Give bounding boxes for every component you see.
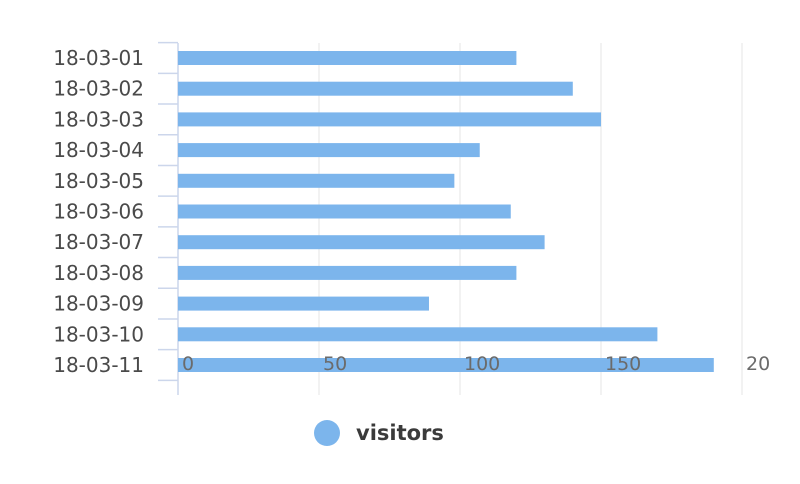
legend[interactable]: visitors [314, 420, 444, 446]
bar-18-03-11 [178, 358, 714, 372]
bar-18-03-08 [178, 265, 517, 280]
bar-18-03-05 [178, 173, 455, 188]
category-label: 18-03-06 [53, 200, 144, 224]
value-tick-label: 20 [746, 353, 770, 375]
category-label: 18-03-02 [53, 77, 144, 101]
legend-marker-visitors [314, 420, 340, 446]
category-label: 18-03-11 [53, 353, 144, 377]
legend-label-visitors: visitors [356, 421, 444, 445]
bar-18-03-10 [178, 327, 658, 342]
category-label: 18-03-05 [53, 169, 144, 193]
bar-18-03-03 [178, 112, 601, 127]
category-label: 18-03-07 [53, 230, 144, 254]
bar-18-03-04 [178, 143, 480, 158]
bar-18-03-01 [178, 51, 517, 65]
category-label: 18-03-09 [53, 292, 144, 316]
category-label: 18-03-01 [53, 46, 144, 70]
category-label: 18-03-08 [53, 261, 144, 285]
bar-18-03-09 [178, 296, 429, 311]
value-tick-label: 150 [605, 353, 641, 375]
value-tick-label: 100 [464, 353, 500, 375]
category-label: 18-03-04 [53, 138, 144, 162]
bar-18-03-07 [178, 235, 545, 250]
category-label: 18-03-10 [53, 322, 144, 346]
category-label: 18-03-03 [53, 107, 144, 131]
value-tick-label: 50 [323, 353, 347, 375]
bar-18-03-02 [178, 81, 573, 96]
value-tick-label: 0 [182, 353, 194, 375]
bar-18-03-06 [178, 204, 511, 219]
